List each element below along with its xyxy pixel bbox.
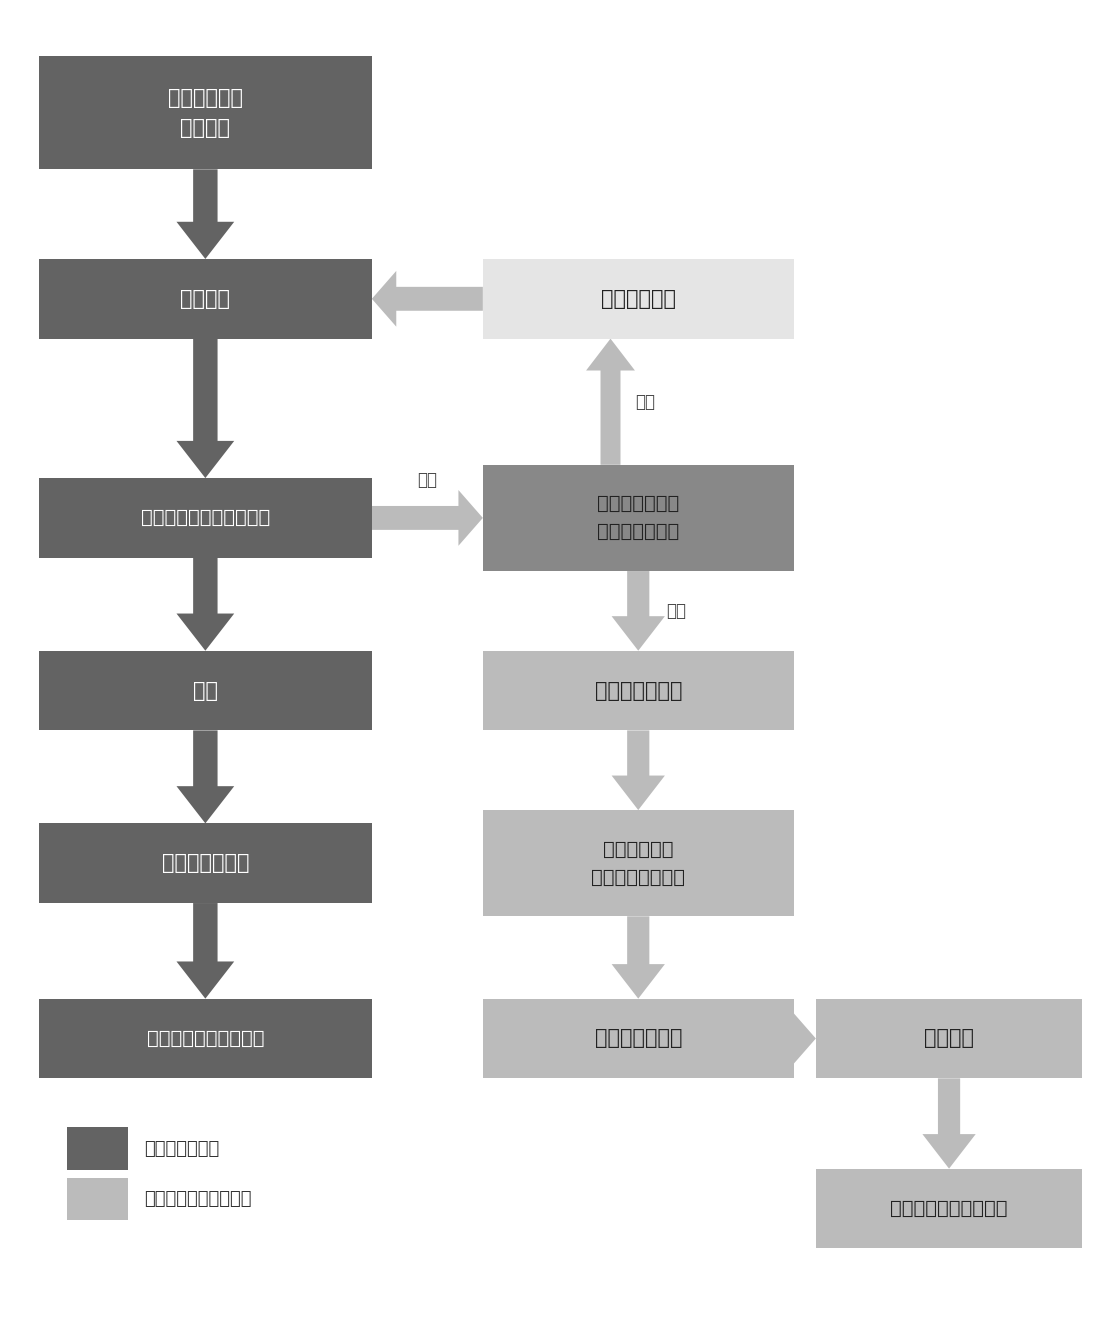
FancyBboxPatch shape bbox=[39, 999, 372, 1078]
Text: 可決: 可決 bbox=[666, 602, 686, 620]
Text: 支払い・修繕履歴記載: 支払い・修繕履歴記載 bbox=[147, 1029, 264, 1048]
Polygon shape bbox=[372, 271, 483, 327]
Text: 工事会社の選定: 工事会社の選定 bbox=[595, 1028, 682, 1049]
FancyBboxPatch shape bbox=[39, 478, 372, 558]
FancyBboxPatch shape bbox=[483, 999, 794, 1078]
FancyBboxPatch shape bbox=[39, 651, 372, 730]
Text: 結果報告: 結果報告 bbox=[180, 288, 231, 309]
FancyBboxPatch shape bbox=[483, 465, 794, 571]
Text: 不急: 不急 bbox=[417, 470, 437, 489]
Polygon shape bbox=[922, 1078, 976, 1169]
Polygon shape bbox=[612, 916, 665, 999]
Text: 次年度繰越し: 次年度繰越し bbox=[601, 288, 676, 309]
Text: 大規模補修工事の実施: 大規模補修工事の実施 bbox=[890, 1199, 1008, 1218]
FancyBboxPatch shape bbox=[816, 999, 1082, 1078]
Text: 工事完了・確認: 工事完了・確認 bbox=[162, 853, 249, 874]
FancyBboxPatch shape bbox=[816, 1169, 1082, 1248]
FancyBboxPatch shape bbox=[39, 823, 372, 903]
Polygon shape bbox=[176, 558, 234, 651]
Text: 組合承認: 組合承認 bbox=[924, 1028, 975, 1049]
FancyBboxPatch shape bbox=[483, 651, 794, 730]
Polygon shape bbox=[176, 903, 234, 999]
Polygon shape bbox=[176, 730, 234, 823]
Text: 実施: 実施 bbox=[193, 680, 218, 701]
FancyBboxPatch shape bbox=[67, 1127, 128, 1170]
FancyBboxPatch shape bbox=[483, 810, 794, 916]
Polygon shape bbox=[176, 169, 234, 259]
Text: 本診断・設計
工事仕様のご提案: 本診断・設計 工事仕様のご提案 bbox=[592, 839, 685, 887]
Polygon shape bbox=[176, 339, 234, 478]
Text: 修繕工事の流れ: 修繕工事の流れ bbox=[144, 1139, 220, 1158]
FancyBboxPatch shape bbox=[67, 1178, 128, 1220]
Text: 外観目視点検
簡易診断: 外観目視点検 簡易診断 bbox=[168, 88, 243, 138]
Polygon shape bbox=[612, 730, 665, 810]
Polygon shape bbox=[372, 490, 483, 546]
Text: 大規模修繕工事の流れ: 大規模修繕工事の流れ bbox=[144, 1190, 252, 1208]
FancyBboxPatch shape bbox=[39, 259, 372, 339]
Text: 実施体制の検討: 実施体制の検討 bbox=[595, 680, 682, 701]
Polygon shape bbox=[586, 339, 635, 465]
FancyBboxPatch shape bbox=[39, 56, 372, 169]
Text: 不用: 不用 bbox=[635, 393, 655, 410]
Polygon shape bbox=[612, 571, 665, 651]
Text: 保全工事実施時期の検討: 保全工事実施時期の検討 bbox=[141, 509, 270, 527]
Text: 大規模修繕工事
実施要否を検討: 大規模修繕工事 実施要否を検討 bbox=[597, 494, 679, 542]
FancyBboxPatch shape bbox=[483, 259, 794, 339]
Polygon shape bbox=[791, 1011, 816, 1066]
